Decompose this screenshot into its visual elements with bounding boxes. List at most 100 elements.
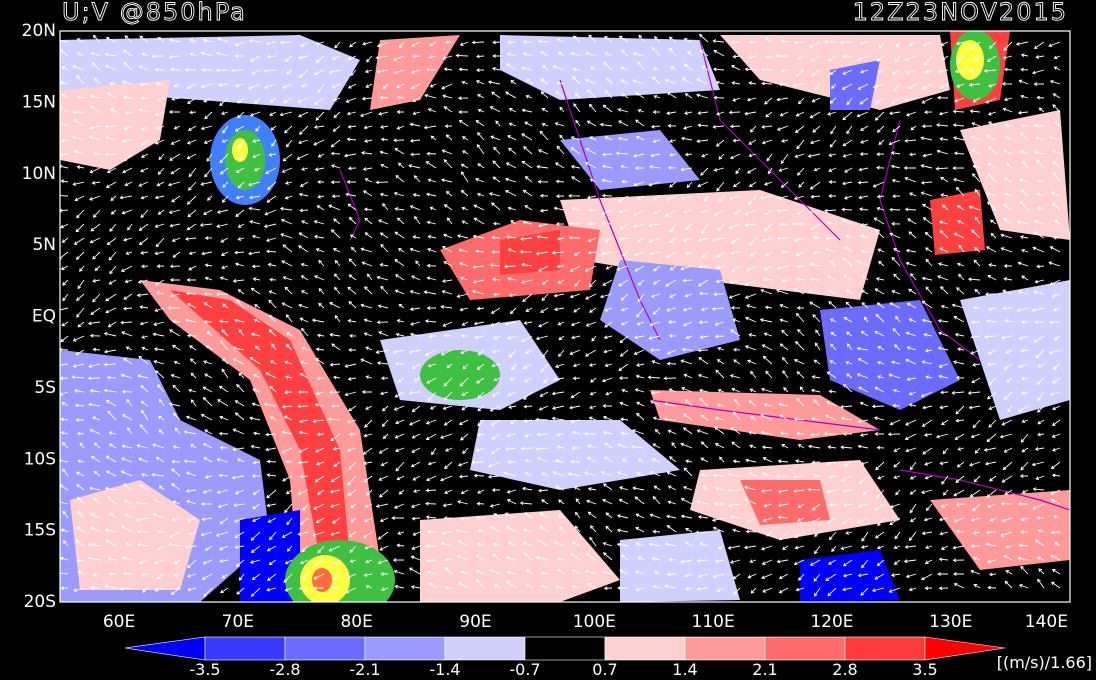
wind-arrow xyxy=(76,307,85,318)
wind-arrow xyxy=(173,83,181,88)
wind-arrow xyxy=(427,391,437,402)
wind-arrow xyxy=(1006,377,1013,383)
wind-arrow xyxy=(939,137,949,141)
wind-arrow xyxy=(346,447,357,452)
wind-arrow xyxy=(347,83,357,89)
wind-arrow xyxy=(104,124,117,129)
wind-arrow xyxy=(189,110,197,115)
wind-arrow xyxy=(1049,246,1061,253)
wind-arrow xyxy=(313,573,325,580)
wind-arrow xyxy=(138,108,149,113)
wind-arrow xyxy=(222,125,229,134)
wind-arrow xyxy=(893,475,901,480)
wind-arrow xyxy=(204,545,213,551)
wind-arrow xyxy=(473,473,485,478)
wind-arrow xyxy=(747,359,757,365)
wind-arrow xyxy=(556,445,565,450)
wind-arrow xyxy=(1052,514,1061,519)
wind-arrow xyxy=(347,55,357,61)
wind-arrow xyxy=(171,97,181,101)
wind-arrow xyxy=(636,363,645,367)
wind-arrow xyxy=(842,69,853,75)
wind-arrow xyxy=(1034,279,1045,284)
wind-arrow xyxy=(552,65,565,71)
wind-arrow xyxy=(218,473,229,478)
wind-arrow xyxy=(186,153,197,160)
wind-arrow xyxy=(825,517,837,525)
wind-arrow xyxy=(266,503,277,508)
wind-arrow xyxy=(696,78,709,85)
wind-arrow xyxy=(255,125,261,132)
wind-arrow xyxy=(983,447,997,452)
wind-arrow xyxy=(845,301,853,309)
wind-arrow xyxy=(396,125,405,130)
wind-arrow xyxy=(60,430,69,435)
wind-arrow xyxy=(937,275,949,281)
wind-arrow xyxy=(553,206,565,211)
wind-arrow xyxy=(681,387,693,393)
wind-arrow xyxy=(648,542,661,547)
wind-arrow xyxy=(617,586,628,590)
wind-arrow xyxy=(889,302,901,309)
wind-arrow xyxy=(123,237,133,242)
wind-arrow xyxy=(731,441,741,449)
wind-arrow xyxy=(744,67,757,72)
wind-arrow xyxy=(798,181,805,188)
wind-arrow xyxy=(827,111,837,116)
wind-arrow xyxy=(842,432,853,436)
wind-arrow xyxy=(1018,543,1029,548)
wind-arrow xyxy=(360,150,373,155)
longitude-labels: 60E 70E 80E 90E 100E 110E 120E 130E 140E xyxy=(103,612,1068,632)
wind-arrow xyxy=(680,195,693,201)
wind-arrow xyxy=(637,458,645,463)
wind-arrow xyxy=(570,147,581,155)
wind-arrow xyxy=(265,372,277,379)
wind-arrow xyxy=(489,503,501,508)
wind-arrow xyxy=(121,331,133,337)
longitude-label: 70E xyxy=(222,612,254,632)
wind-arrow xyxy=(780,39,789,44)
wind-arrow xyxy=(152,443,165,449)
wind-arrow xyxy=(173,125,181,130)
wind-arrow xyxy=(698,237,709,242)
wind-arrow xyxy=(760,289,773,295)
wind-arrow xyxy=(185,415,197,421)
wind-arrow xyxy=(216,209,229,214)
wind-arrow xyxy=(761,573,773,580)
wind-arrow xyxy=(716,359,725,365)
wind-arrow xyxy=(971,122,981,127)
wind-arrow xyxy=(477,405,485,412)
wind-arrow xyxy=(441,279,453,283)
wind-arrow xyxy=(105,293,117,302)
wind-arrow xyxy=(507,40,517,45)
wind-arrow xyxy=(604,52,613,57)
wind-arrow xyxy=(522,39,533,44)
wind-arrow xyxy=(157,36,165,43)
wind-arrow xyxy=(665,209,677,217)
wind-arrow xyxy=(412,475,421,481)
wind-arrow xyxy=(412,531,421,536)
wind-arrow xyxy=(462,363,469,370)
wind-arrow xyxy=(461,391,469,396)
wind-arrow xyxy=(987,349,997,355)
wind-arrow xyxy=(1021,419,1029,424)
wind-arrow xyxy=(268,314,277,323)
wind-arrow xyxy=(90,455,101,463)
wind-arrow xyxy=(72,110,85,115)
wind-arrow xyxy=(877,375,885,379)
wind-arrow xyxy=(539,512,549,519)
wind-arrow xyxy=(332,125,341,132)
wind-arrow xyxy=(942,447,949,455)
wind-arrow xyxy=(397,531,405,536)
wind-arrow xyxy=(937,331,949,337)
wind-arrow xyxy=(988,419,997,428)
wind-arrow xyxy=(252,388,261,393)
wind-arrow xyxy=(793,237,805,243)
wind-arrow xyxy=(330,139,341,148)
wind-arrow xyxy=(90,307,101,315)
wind-arrow xyxy=(410,83,421,90)
wind-arrow xyxy=(663,402,677,407)
wind-arrow xyxy=(620,554,629,561)
wind-arrow xyxy=(713,49,725,57)
